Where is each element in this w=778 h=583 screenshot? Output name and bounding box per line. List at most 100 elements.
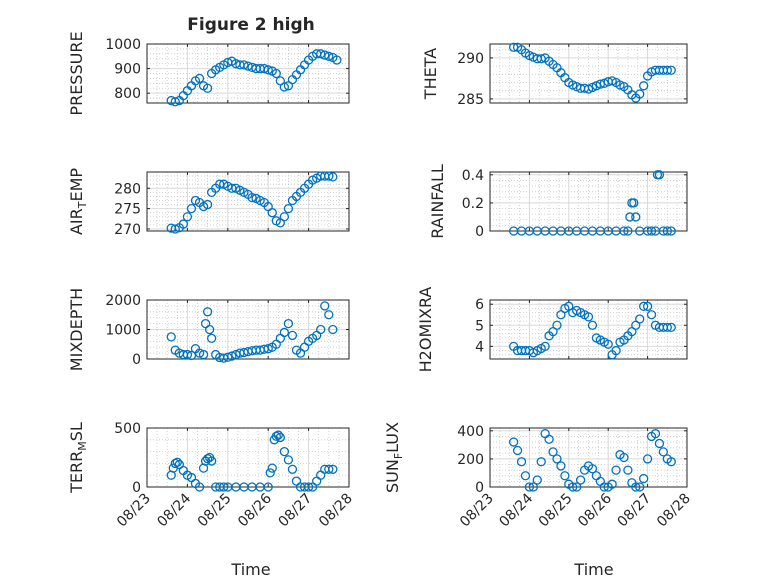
data-point — [283, 203, 294, 214]
data-point — [332, 55, 342, 65]
data-point — [316, 49, 326, 59]
data-point — [611, 465, 621, 475]
data-point — [666, 322, 676, 333]
data-point — [324, 51, 334, 61]
data-point — [654, 438, 665, 449]
data-point — [202, 199, 213, 210]
x-tick-label: 08/24 — [496, 490, 536, 530]
data-point — [520, 471, 531, 481]
data-point — [658, 447, 669, 457]
data-point — [320, 50, 330, 60]
y-tick-label: 500 — [114, 421, 141, 437]
data-point — [170, 458, 180, 469]
terr-msl-subplot: 0 500 08/23 08/24 08/25 08/26 08/27 08/28 TERRMS… — [67, 421, 356, 530]
data-point — [544, 434, 554, 444]
x-tick-label: 08/28 — [654, 491, 694, 531]
y-tick-label: 0 — [475, 480, 484, 496]
data-point — [202, 83, 213, 93]
data-point — [263, 344, 273, 354]
x-tick-label: 08/26 — [235, 490, 275, 530]
data-point — [194, 73, 205, 84]
y-tick-label: 290 — [457, 51, 484, 67]
axes-border — [146, 171, 350, 232]
data-point — [263, 482, 273, 492]
data-point — [508, 437, 519, 447]
data-point — [536, 457, 546, 467]
y-tick-label: 900 — [114, 62, 141, 78]
data-point — [552, 454, 562, 464]
data-point — [166, 332, 176, 342]
data-point — [223, 352, 233, 362]
data-point — [178, 219, 189, 229]
plot-area — [489, 171, 688, 232]
data-point — [607, 479, 617, 489]
data-point — [170, 97, 180, 107]
data-point — [186, 203, 197, 214]
data-point — [243, 61, 253, 71]
data-point — [524, 482, 535, 492]
h2omixra-subplot: 4 5 6 H2OMIXRA — [416, 287, 688, 372]
data-point — [275, 432, 285, 443]
data-point — [198, 349, 209, 360]
data-point — [186, 350, 197, 361]
data-point — [639, 473, 649, 484]
data-point — [324, 464, 334, 474]
data-point — [219, 482, 229, 492]
data-point — [265, 468, 275, 478]
y-tick-label: 1000 — [105, 37, 141, 53]
axes-border — [489, 43, 688, 104]
x-tick-label: 08/24 — [154, 490, 194, 530]
data-point — [623, 465, 633, 475]
data-point — [666, 65, 676, 75]
data-point — [239, 60, 249, 70]
data-point — [642, 454, 653, 464]
data-point — [204, 324, 215, 335]
data-point — [206, 333, 217, 344]
data-point — [572, 482, 582, 492]
data-point — [273, 430, 283, 440]
x-tick-label: 08/25 — [536, 491, 576, 531]
data-point — [194, 482, 205, 492]
data-point — [528, 482, 538, 492]
data-point — [552, 320, 562, 330]
data-point — [303, 482, 314, 492]
data-point — [247, 192, 257, 203]
data-point — [662, 322, 672, 333]
y-axis-label: THETA — [421, 48, 440, 100]
data-point — [575, 475, 586, 485]
data-point — [206, 456, 217, 466]
data-point — [194, 348, 205, 358]
data-point — [279, 82, 290, 92]
data-point — [556, 461, 566, 471]
data-point — [599, 482, 609, 492]
rainfall-subplot: 0 0.2 0.4 RAINFALL — [428, 164, 688, 240]
x-tick-label: 08/23 — [114, 491, 154, 531]
y-axis-label: MIXDEPTH — [67, 288, 86, 371]
data-point — [631, 482, 641, 492]
y-tick-label: 0.2 — [462, 196, 484, 212]
data-point — [583, 312, 594, 322]
data-point — [560, 471, 570, 481]
y-tick-label: 1000 — [105, 323, 141, 339]
data-point — [662, 226, 672, 236]
data-point — [324, 310, 334, 320]
data-point — [283, 455, 294, 465]
data-point — [540, 341, 550, 352]
x-axis-label-left: Time — [230, 560, 270, 579]
mixdepth-subplot: 0 1000 2000 MIXDEPTH — [67, 288, 350, 371]
data-point — [635, 314, 645, 324]
y-tick-label: 400 — [457, 424, 484, 440]
x-tick-label: 08/27 — [276, 491, 316, 531]
y-axis-label: AIRTEMP — [67, 168, 89, 235]
data-point — [629, 198, 639, 208]
data-point — [202, 307, 213, 317]
data-point — [666, 226, 676, 236]
data-point — [619, 452, 629, 463]
y-axis-label: TERRMSL — [67, 422, 89, 494]
data-point — [512, 445, 523, 456]
y-tick-label: 0 — [132, 352, 141, 368]
x-tick-label: 08/28 — [316, 491, 356, 531]
data-point — [259, 63, 269, 74]
data-point — [271, 68, 281, 79]
